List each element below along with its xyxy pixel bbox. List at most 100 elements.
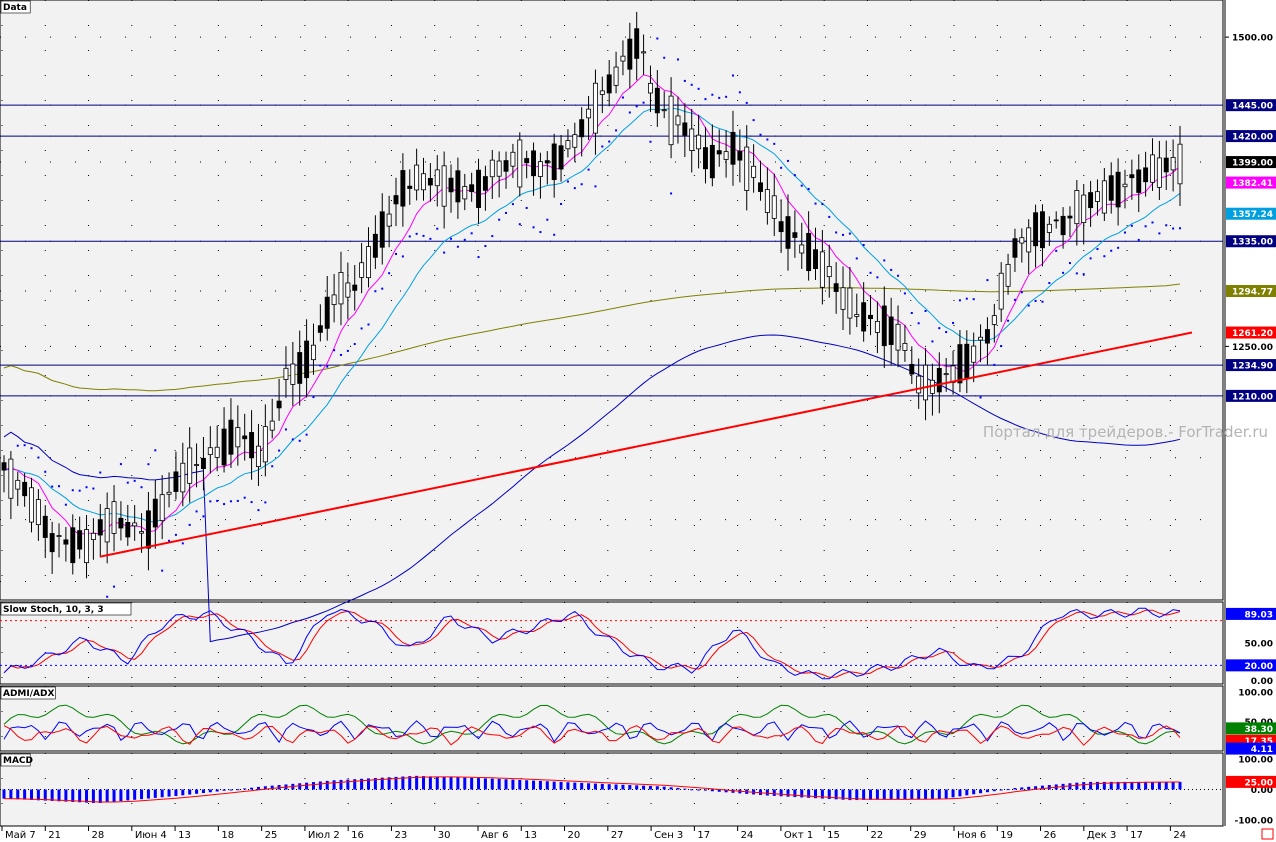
candle-body[interactable] bbox=[63, 539, 69, 545]
candle-body[interactable] bbox=[84, 529, 89, 564]
candle-body[interactable] bbox=[531, 150, 537, 177]
candle-body[interactable] bbox=[744, 146, 750, 191]
candle-body[interactable] bbox=[544, 160, 550, 164]
candle-body[interactable] bbox=[806, 232, 812, 272]
candle-body[interactable] bbox=[1019, 237, 1025, 244]
candle-body[interactable] bbox=[613, 66, 619, 86]
candle-body[interactable] bbox=[586, 108, 592, 119]
candle-body[interactable] bbox=[510, 151, 516, 167]
candle-body[interactable] bbox=[1012, 238, 1018, 258]
candle-body[interactable] bbox=[1163, 157, 1169, 173]
candle-body[interactable] bbox=[276, 400, 282, 409]
candle-body[interactable] bbox=[1081, 194, 1087, 223]
candle-body[interactable] bbox=[70, 527, 76, 564]
candle-body[interactable] bbox=[372, 233, 378, 258]
candle-body[interactable] bbox=[359, 262, 365, 278]
candle-body[interactable] bbox=[1, 462, 7, 471]
candle-body[interactable] bbox=[262, 426, 268, 463]
candle-body[interactable] bbox=[641, 51, 647, 54]
candle-body[interactable] bbox=[565, 140, 571, 150]
candle-body[interactable] bbox=[517, 139, 523, 188]
candle-body[interactable] bbox=[703, 147, 708, 170]
candle-body[interactable] bbox=[56, 535, 62, 537]
candle-body[interactable] bbox=[366, 246, 371, 279]
candle-body[interactable] bbox=[104, 508, 110, 543]
candle-body[interactable] bbox=[441, 165, 447, 207]
candle-body[interactable] bbox=[854, 314, 860, 317]
candle-body[interactable] bbox=[936, 368, 942, 393]
candle-body[interactable] bbox=[214, 446, 220, 458]
candle-body[interactable] bbox=[145, 510, 151, 549]
candle-body[interactable] bbox=[393, 195, 399, 205]
candle-body[interactable] bbox=[448, 177, 454, 193]
candle-body[interactable] bbox=[902, 342, 908, 351]
candle-body[interactable] bbox=[785, 216, 791, 249]
candle-body[interactable] bbox=[311, 344, 316, 361]
candle-body[interactable] bbox=[716, 150, 722, 155]
candle-body[interactable] bbox=[537, 161, 543, 177]
candle-body[interactable] bbox=[427, 178, 433, 186]
candle-body[interactable] bbox=[503, 160, 509, 172]
candle-body[interactable] bbox=[407, 185, 413, 189]
candle-body[interactable] bbox=[751, 165, 757, 178]
candle-body[interactable] bbox=[489, 159, 495, 178]
candle-body[interactable] bbox=[579, 119, 585, 138]
candle-body[interactable] bbox=[1101, 180, 1107, 214]
candle-body[interactable] bbox=[991, 315, 997, 325]
candle-body[interactable] bbox=[469, 184, 475, 193]
candle-body[interactable] bbox=[249, 432, 255, 459]
candle-body[interactable] bbox=[125, 522, 131, 538]
candle-body[interactable] bbox=[895, 323, 901, 351]
candle-body[interactable] bbox=[819, 251, 825, 288]
candle-body[interactable] bbox=[696, 134, 702, 150]
candle-body[interactable] bbox=[861, 302, 867, 332]
candle-body[interactable] bbox=[764, 189, 770, 213]
candle-body[interactable] bbox=[324, 296, 330, 329]
candle-body[interactable] bbox=[978, 336, 984, 341]
candle-body[interactable] bbox=[496, 160, 502, 177]
candle-body[interactable] bbox=[558, 145, 564, 170]
candle-body[interactable] bbox=[414, 164, 420, 191]
candle-body[interactable] bbox=[1053, 219, 1059, 222]
candle-body[interactable] bbox=[345, 282, 351, 298]
candle-body[interactable] bbox=[434, 169, 440, 187]
candle-body[interactable] bbox=[97, 519, 103, 536]
candle-body[interactable] bbox=[1005, 263, 1011, 287]
candle-body[interactable] bbox=[455, 170, 461, 203]
candle-body[interactable] bbox=[1046, 223, 1052, 233]
candle-body[interactable] bbox=[737, 150, 743, 161]
candle-body[interactable] bbox=[255, 445, 261, 467]
candle-body[interactable] bbox=[352, 284, 358, 291]
candle-body[interactable] bbox=[77, 530, 83, 550]
candle-body[interactable] bbox=[90, 532, 96, 540]
candle-body[interactable] bbox=[421, 173, 426, 191]
candle-body[interactable] bbox=[22, 481, 28, 497]
candle-body[interactable] bbox=[792, 232, 798, 238]
candle-body[interactable] bbox=[338, 271, 344, 305]
candle-body[interactable] bbox=[1136, 169, 1142, 193]
candle-body[interactable] bbox=[923, 364, 929, 401]
candle-body[interactable] bbox=[984, 329, 990, 344]
candle-body[interactable] bbox=[1122, 183, 1128, 188]
candle-body[interactable] bbox=[132, 522, 138, 527]
candle-body[interactable] bbox=[668, 95, 674, 146]
candle-body[interactable] bbox=[200, 457, 206, 469]
candle-body[interactable] bbox=[29, 487, 34, 523]
candle-body[interactable] bbox=[1115, 171, 1121, 208]
candle-body[interactable] bbox=[654, 87, 660, 114]
candle-body[interactable] bbox=[950, 365, 956, 383]
candle-body[interactable] bbox=[482, 176, 488, 191]
candle-body[interactable] bbox=[689, 128, 695, 151]
candle-body[interactable] bbox=[379, 211, 385, 248]
candle-body[interactable] bbox=[868, 314, 873, 320]
candle-body[interactable] bbox=[758, 182, 763, 192]
candle-body[interactable] bbox=[152, 498, 158, 528]
candle-body[interactable] bbox=[159, 494, 165, 522]
candle-body[interactable] bbox=[606, 74, 612, 94]
candle-body[interactable] bbox=[228, 419, 234, 455]
candle-body[interactable] bbox=[173, 471, 179, 492]
candle-body[interactable] bbox=[909, 363, 915, 375]
candle-body[interactable] bbox=[1095, 191, 1100, 202]
candle-body[interactable] bbox=[826, 266, 832, 278]
candle-body[interactable] bbox=[647, 82, 653, 94]
